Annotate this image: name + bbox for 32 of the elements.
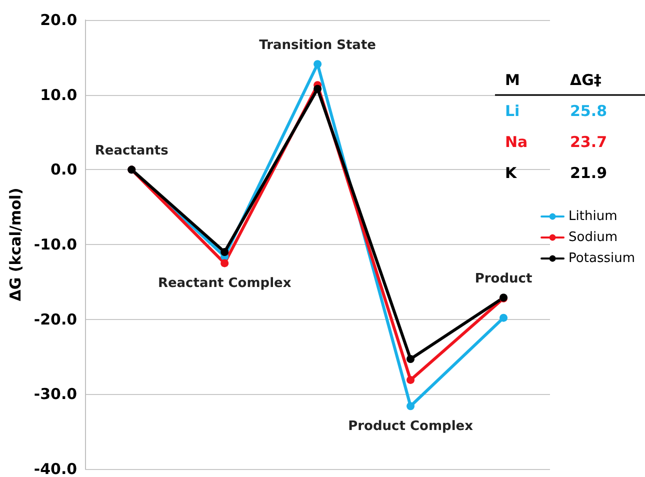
text: 21.9 [570,164,608,182]
y-tick-label: 10.0 [40,86,78,104]
annotation: Na [505,133,528,151]
text: ΔG‡ [570,71,602,89]
point [406,376,415,384]
point [500,314,508,322]
y-tick-label: -10.0 [34,236,78,254]
point [406,402,415,410]
x-tick-label: Reactants [94,144,169,159]
point [406,354,415,363]
text: 25.8 [570,102,608,120]
x-tick-label: Product Complex [348,419,474,434]
legend-label: Lithium [568,209,618,224]
point [314,60,322,68]
y-tick-label: -20.0 [34,310,78,328]
point [220,248,229,256]
annotation: M [505,71,520,89]
y-axis-title: ΔG (kcal/mol) [6,188,24,302]
point [314,84,322,93]
y-tick-label: -40.0 [34,460,78,477]
y-tick-label: -30.0 [34,385,78,404]
legend-label: Potassium [568,251,636,266]
annotation: Li [505,102,520,120]
point [220,259,229,268]
y-tick-label: 20.0 [40,11,78,29]
legend-label: Sodium [568,230,618,245]
x-tick-label: Transition State [259,38,376,54]
x-tick-label: Product [474,272,532,287]
text: 23.7 [570,133,608,151]
x-tick-label: Reactant Complex [158,276,292,292]
annotation: K [505,164,518,182]
y-tick-label: 0.0 [50,160,78,179]
